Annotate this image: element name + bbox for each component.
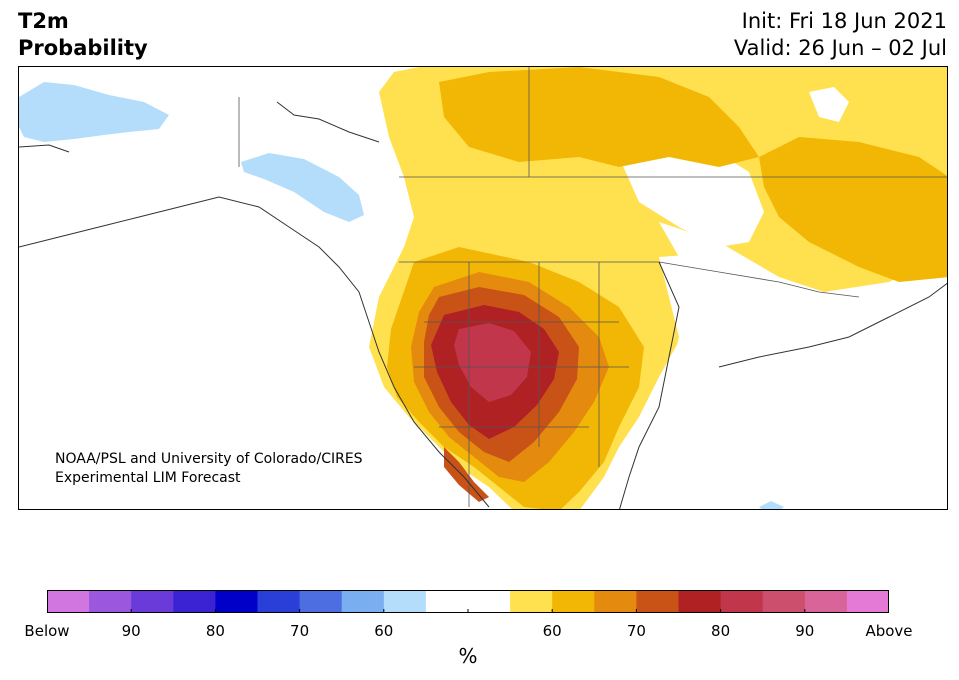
colorbar-swatch xyxy=(425,590,469,613)
colorbar-swatch xyxy=(173,590,216,613)
colorbar-swatch xyxy=(341,590,385,613)
colorbar-tick-label: 90 xyxy=(121,622,141,640)
colorbar-unit: % xyxy=(458,644,478,668)
credit-line-1: NOAA/PSL and University of Colorado/CIRE… xyxy=(55,451,363,467)
prob-region-cool-pacific xyxy=(241,153,364,222)
colorbar-swatch xyxy=(47,590,90,613)
colorbar-tick-label: 60 xyxy=(374,622,394,640)
prob-region-cool-alaska xyxy=(19,82,169,142)
prob-region-hudson-white xyxy=(809,87,849,122)
colorbar-swatch xyxy=(846,590,889,613)
colorbar xyxy=(47,590,889,613)
forecast-dates: Init: Fri 18 Jun 2021 Valid: 26 Jun – 02… xyxy=(734,8,947,62)
colorbar-swatch xyxy=(257,590,301,613)
colorbar-swatch xyxy=(720,590,764,613)
colorbar-swatch xyxy=(299,590,343,613)
colorbar-swatch xyxy=(89,590,132,613)
colorbar-swatch xyxy=(510,590,553,613)
colorbar-swatch xyxy=(762,590,806,613)
colorbar-swatch xyxy=(215,590,258,613)
title-line-1: T2m xyxy=(18,9,69,33)
prob-region-gap-white-2 xyxy=(600,252,947,509)
title-line-2: Probability xyxy=(18,36,148,60)
colorbar-tick-label: 70 xyxy=(290,622,310,640)
colorbar-tick-label: 80 xyxy=(205,622,225,640)
colorbar-swatch xyxy=(131,590,174,613)
prob-region-gap-white xyxy=(619,142,764,247)
prob-region-cool-mexico xyxy=(759,501,784,509)
colorbar-tick-label: Below xyxy=(24,622,70,640)
credit-line-2: Experimental LIM Forecast xyxy=(55,470,241,486)
colorbar-swatch xyxy=(552,590,595,613)
init-date: Init: Fri 18 Jun 2021 xyxy=(741,9,947,33)
colorbar-tick-label: 80 xyxy=(711,622,731,640)
prob-region-rose xyxy=(454,323,531,402)
colorbar-swatch xyxy=(804,590,848,613)
map-title: T2m Probability xyxy=(18,8,148,62)
colorbar-tick-label: 70 xyxy=(626,622,646,640)
credit-text: NOAA/PSL and University of Colorado/CIRE… xyxy=(55,450,363,488)
colorbar-swatch xyxy=(383,590,427,613)
colorbar-tick-label: 90 xyxy=(795,622,815,640)
colorbar-tick-label: Above xyxy=(865,622,913,640)
valid-range: Valid: 26 Jun – 02 Jul xyxy=(733,36,947,60)
colorbar-swatch xyxy=(468,590,511,613)
map-canvas xyxy=(19,67,947,509)
probability-map xyxy=(18,66,948,510)
political-boundaries xyxy=(238,67,947,507)
coastlines xyxy=(19,101,947,509)
colorbar-swatch xyxy=(594,590,637,613)
colorbar-tick-label: 60 xyxy=(542,622,562,640)
colorbar-swatch xyxy=(636,590,679,613)
colorbar-swatch xyxy=(678,590,722,613)
